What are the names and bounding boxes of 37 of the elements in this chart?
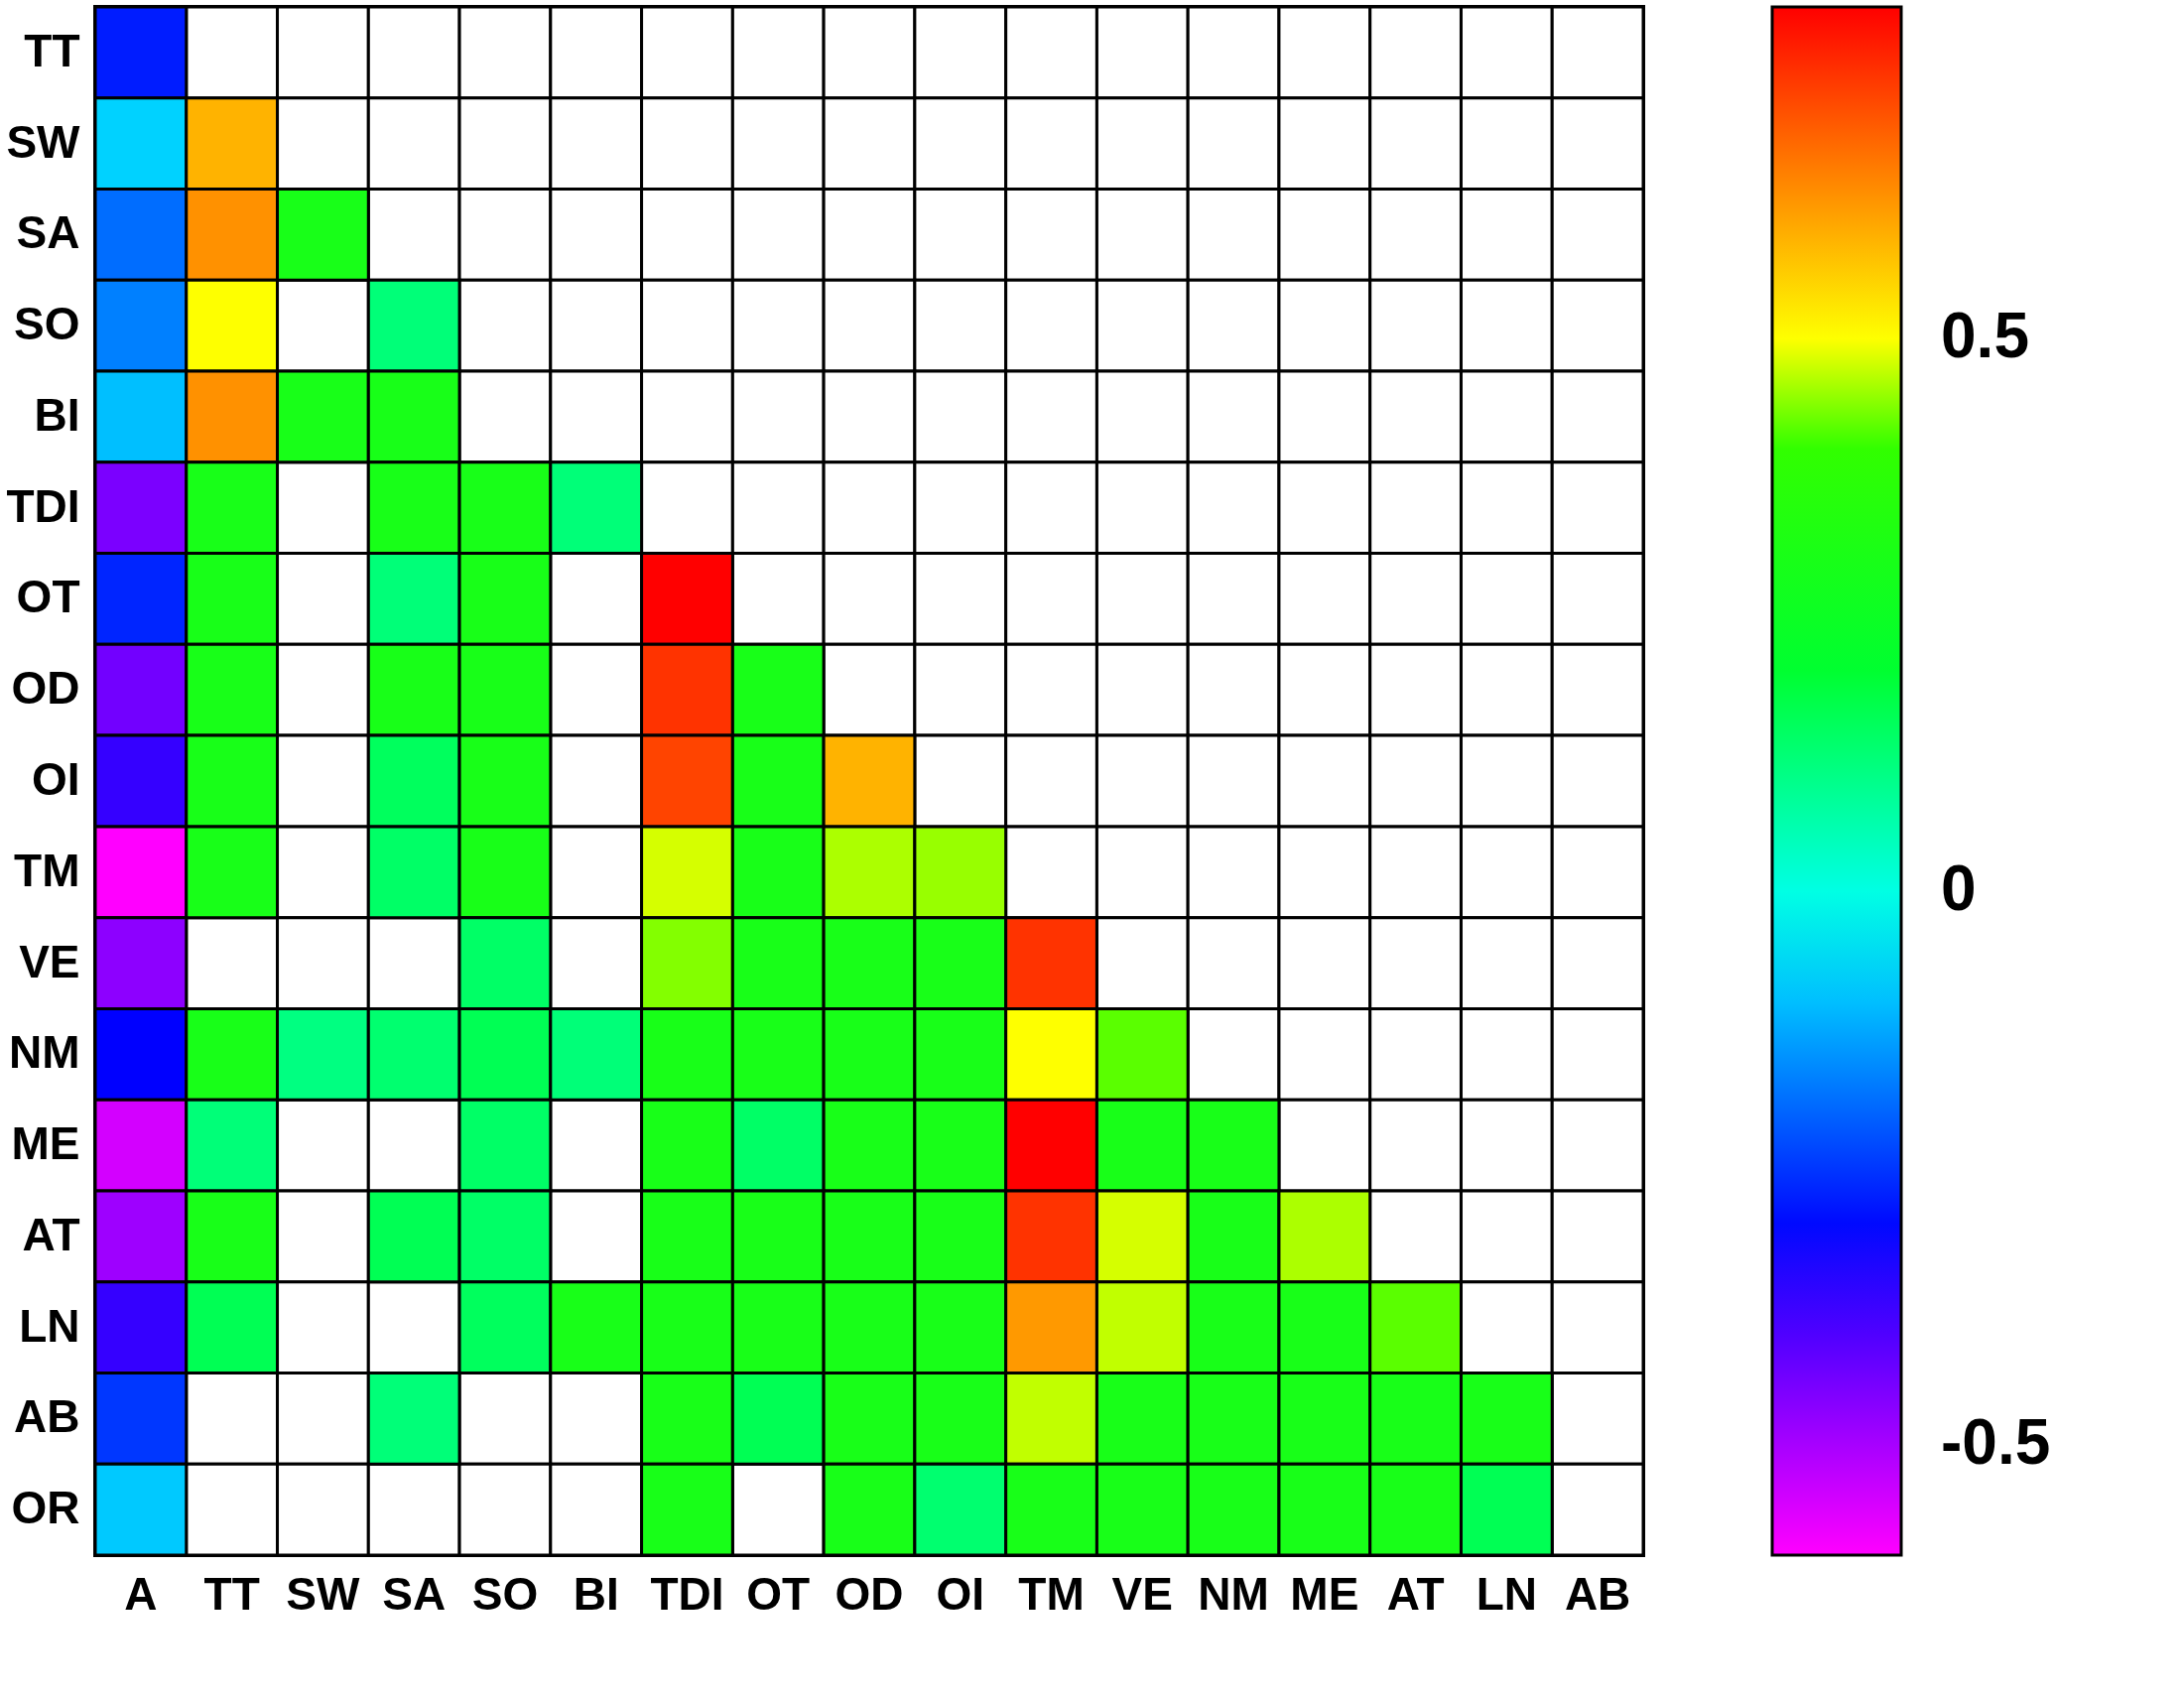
x-tick-label: A: [124, 1567, 158, 1620]
y-tick-label: SO: [14, 298, 80, 350]
y-tick-label: BI: [34, 388, 80, 441]
y-tick-label: OT: [16, 571, 80, 623]
x-tick-label: OT: [746, 1567, 811, 1620]
x-tick-label: TT: [203, 1567, 260, 1620]
y-tick-label: VE: [19, 935, 80, 987]
x-tick-label: ME: [1290, 1567, 1359, 1620]
color-bar-label: -0.5: [1941, 1405, 2051, 1478]
y-tick-label: TT: [24, 24, 80, 76]
y-tick-label: SA: [16, 206, 80, 259]
x-tick-label: SW: [286, 1567, 361, 1620]
x-tick-label: SA: [382, 1567, 447, 1620]
y-tick-label: OR: [11, 1482, 80, 1534]
y-tick-label: TDI: [6, 479, 80, 532]
y-tick-label: SW: [6, 115, 81, 168]
y-tick-label: NM: [8, 1026, 80, 1079]
y-tick-label: AT: [22, 1208, 80, 1260]
x-tick-label: VE: [1111, 1567, 1173, 1620]
y-tick-label: OD: [11, 662, 80, 715]
y-tick-label: LN: [19, 1299, 80, 1352]
x-tick-label: BI: [573, 1567, 619, 1620]
x-tick-label: AT: [1386, 1567, 1445, 1620]
y-tick-label: ME: [11, 1117, 80, 1170]
x-tick-label: NM: [1198, 1567, 1269, 1620]
y-tick-label: TM: [14, 844, 80, 896]
x-tick-label: AB: [1564, 1567, 1631, 1620]
x-tick-label: LN: [1476, 1567, 1538, 1620]
x-tick-label: TDI: [650, 1567, 724, 1620]
y-tick-label: OI: [31, 753, 80, 805]
x-tick-label: OI: [936, 1567, 985, 1620]
x-tick-label: OD: [835, 1567, 904, 1620]
x-tick-label: SO: [471, 1567, 539, 1620]
color-bar-label: 0.5: [1941, 300, 2029, 372]
x-tick-label: TM: [1018, 1567, 1085, 1620]
color-bar-label: 0: [1941, 852, 1977, 925]
y-tick-label: AB: [14, 1390, 80, 1443]
